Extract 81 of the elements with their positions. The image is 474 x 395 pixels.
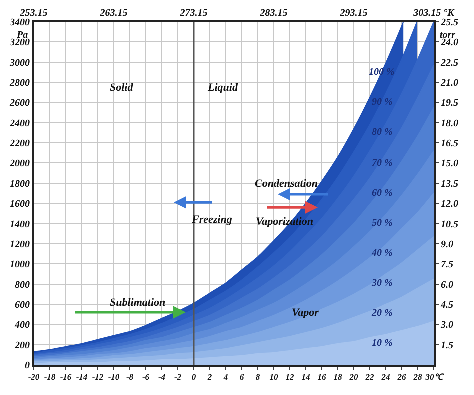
annotation: Liquid xyxy=(207,82,238,94)
x-tick-label: -2 xyxy=(174,372,182,382)
y-tick-label: 2600 xyxy=(9,98,30,110)
annotation: Sublimation xyxy=(110,297,166,309)
y-tick-label: 0 xyxy=(25,360,30,372)
series-label: 10 % xyxy=(372,338,393,349)
x-tick-label: 26 xyxy=(396,372,407,382)
y-tick-label: 2000 xyxy=(9,158,30,170)
y2-tick-label: 21.0 xyxy=(440,78,458,90)
y-tick-label: 3200 xyxy=(9,38,30,49)
series-label: 40 % xyxy=(371,248,393,259)
y-tick-label: 1800 xyxy=(10,178,30,190)
y-tick-label: 2200 xyxy=(9,138,30,150)
y2-tick-label: 13.5 xyxy=(441,178,458,190)
x-tick-label: -12 xyxy=(92,372,104,382)
x-tick-label: -8 xyxy=(126,372,134,382)
y2-tick-label: 9.0 xyxy=(441,239,454,250)
x-tick-label: 2 xyxy=(206,372,213,382)
series-label: 50 % xyxy=(372,218,393,229)
x-tick-label: -10 xyxy=(108,372,120,382)
y-tick-label: 2800 xyxy=(9,78,30,90)
y-tick-label: 2400 xyxy=(9,118,30,130)
x-tick-label: 0 xyxy=(192,372,197,382)
y-tick-label: 3000 xyxy=(9,58,30,69)
y2-tick-label: 25.5 xyxy=(440,18,458,28)
x-tick-label: 18 xyxy=(334,372,343,382)
x-tick-label: -20 xyxy=(28,372,40,382)
y-tick-label: 1200 xyxy=(10,239,30,250)
y-tick-label: 600 xyxy=(15,300,30,311)
x-tick-label: 22 xyxy=(364,372,375,382)
y2-tick-label: 7.5 xyxy=(441,260,454,271)
y2-tick-label: 6.0 xyxy=(441,280,454,291)
x-tick-label: 6 xyxy=(240,372,245,382)
y2-tick-label: 10.5 xyxy=(441,219,458,230)
y2-tick-label: 24.0 xyxy=(440,38,458,49)
series-label: 20 % xyxy=(371,308,393,319)
x-tick-label: 20 xyxy=(348,372,359,382)
series-label: 30 % xyxy=(371,278,393,289)
x-tick-label: 4 xyxy=(222,372,228,382)
x-tick-label: 8 xyxy=(256,372,261,382)
annotation: Vapor xyxy=(292,307,320,319)
annotation: Solid xyxy=(110,82,134,94)
x2-tick-label: 273.15 xyxy=(179,8,208,19)
y-tick-label: 1000 xyxy=(10,260,30,271)
x-tick-label: -6 xyxy=(142,372,150,382)
y2-tick-label: 22.5 xyxy=(440,58,458,69)
y2-tick-label: 3.0 xyxy=(440,320,454,332)
x-tick-label: 14 xyxy=(302,372,310,382)
x-tick-label: 28 xyxy=(412,372,423,382)
series-label: 80 % xyxy=(372,127,393,138)
series-label: 60 % xyxy=(372,188,393,199)
series-label: 70 % xyxy=(372,158,393,169)
y2-tick-label: 12.0 xyxy=(441,199,458,210)
x-tick-label: 10 xyxy=(270,372,279,382)
y2-tick-label: 15.0 xyxy=(441,158,458,170)
y2-tick-label: 4.5 xyxy=(440,300,454,311)
y-tick-label: 800 xyxy=(15,280,30,291)
y2-tick-label: 18.0 xyxy=(441,118,458,130)
y-tick-label: 400 xyxy=(14,320,30,332)
y2-tick-label: 16.5 xyxy=(441,138,458,150)
y2-tick-label: 1.5 xyxy=(441,340,454,352)
x-tick-label: 16 xyxy=(318,372,327,382)
x2-tick-label: 293.15 xyxy=(339,8,368,19)
x-tick-label: 30℃ xyxy=(424,372,444,382)
x-tick-label: -16 xyxy=(60,372,72,382)
x-tick-label: -18 xyxy=(44,372,56,382)
y-tick-label: 1400 xyxy=(10,219,30,230)
x2-tick-label: 303.15 °K xyxy=(412,8,456,19)
y-tick-label: 3400 xyxy=(9,18,30,28)
y-tick-label: 200 xyxy=(14,340,30,352)
x2-tick-label: 253.15 xyxy=(19,8,48,19)
x-tick-label: 24 xyxy=(380,372,390,382)
x2-tick-label: 283.15 xyxy=(259,8,288,19)
y2-tick-label: 19.5 xyxy=(441,98,458,110)
x-tick-label: -14 xyxy=(76,372,88,382)
x-tick-label: 12 xyxy=(286,372,295,382)
series-label: 90 % xyxy=(372,97,393,108)
y-tick-label: 1600 xyxy=(10,199,30,210)
annotation: Condensation xyxy=(255,178,318,190)
x-tick-label: -4 xyxy=(158,372,166,382)
x2-tick-label: 263.15 xyxy=(99,8,128,19)
